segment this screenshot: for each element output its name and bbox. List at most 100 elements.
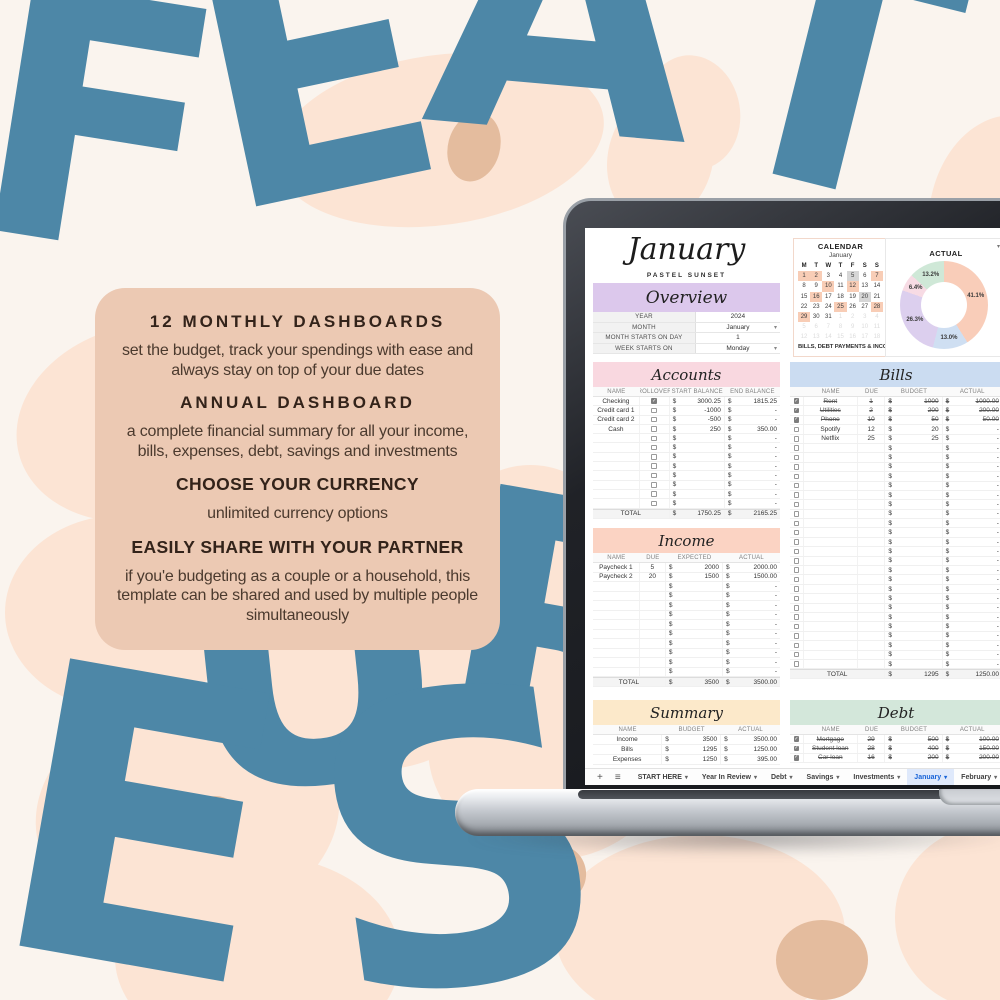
sheet-tab-january[interactable]: January ▾ <box>907 768 955 785</box>
due-day[interactable] <box>858 528 886 537</box>
checkbox-cell[interactable]: ✓ <box>790 753 804 763</box>
money-cell[interactable]: $ - <box>723 582 780 591</box>
item-name[interactable]: Rent <box>804 397 858 406</box>
due-day[interactable] <box>640 658 666 667</box>
checkbox-cell[interactable] <box>790 622 804 631</box>
money-cell[interactable]: $ <box>670 443 725 452</box>
checkbox-checked-icon[interactable]: ✓ <box>793 397 800 404</box>
due-day[interactable] <box>858 594 886 603</box>
money-cell[interactable]: $ <box>885 481 943 490</box>
item-name[interactable] <box>804 519 858 528</box>
income-name[interactable] <box>593 658 640 667</box>
checkbox-unchecked-icon[interactable] <box>651 491 657 497</box>
money-cell[interactable]: $ - <box>943 557 1000 565</box>
item-name[interactable] <box>804 641 858 650</box>
checkbox-cell[interactable] <box>790 575 804 584</box>
sheet-tab-start-here[interactable]: START HERE ▾ <box>631 769 695 786</box>
checkbox-cell[interactable] <box>640 480 670 489</box>
account-name[interactable] <box>593 471 640 480</box>
checkbox-unchecked-icon[interactable] <box>651 463 657 469</box>
due-day[interactable] <box>858 509 886 519</box>
checkbox-unchecked-icon[interactable] <box>793 436 800 442</box>
money-cell[interactable]: $ - <box>943 453 1000 461</box>
money-cell[interactable]: $ - <box>943 510 1000 518</box>
due-day[interactable] <box>858 453 886 462</box>
due-day[interactable] <box>858 622 886 631</box>
money-cell[interactable]: $250 <box>670 424 725 434</box>
money-cell[interactable]: $ <box>885 453 943 462</box>
due-day[interactable] <box>858 612 886 622</box>
money-cell[interactable]: $ - <box>943 435 1000 443</box>
summary-name[interactable]: Expenses <box>593 755 663 764</box>
due-day[interactable] <box>858 472 886 481</box>
money-cell[interactable]: $1500.00 <box>723 573 780 582</box>
checkbox-cell[interactable] <box>640 499 670 508</box>
tab-dropdown-icon[interactable]: ▾ <box>897 774 901 781</box>
money-cell[interactable]: $ - <box>723 658 780 667</box>
money-cell[interactable]: $ <box>885 462 943 472</box>
checkbox-cell[interactable] <box>640 462 670 471</box>
money-cell[interactable]: $ <box>670 462 725 471</box>
money-cell[interactable]: $ <box>670 471 725 480</box>
item-name[interactable] <box>804 443 858 453</box>
checkbox-cell[interactable] <box>790 509 804 519</box>
checkbox-unchecked-icon[interactable] <box>651 454 657 460</box>
checkbox-cell[interactable] <box>790 537 804 547</box>
checkbox-cell[interactable] <box>790 547 804 556</box>
tab-dropdown-icon[interactable]: ▾ <box>753 774 757 781</box>
money-cell[interactable]: $ <box>885 622 943 631</box>
money-cell[interactable]: $2165.25 <box>725 510 780 518</box>
due-day[interactable] <box>858 462 886 472</box>
money-cell[interactable]: $ <box>885 472 943 481</box>
income-name[interactable] <box>593 582 640 591</box>
checkbox-unchecked-icon[interactable] <box>793 558 800 564</box>
checkbox-cell[interactable] <box>790 594 804 603</box>
checkbox-cell[interactable] <box>790 443 804 453</box>
checkbox-cell[interactable] <box>790 462 804 472</box>
item-name[interactable] <box>804 547 858 556</box>
money-cell[interactable]: $ - <box>943 547 1000 555</box>
checkbox-cell[interactable]: ✓ <box>790 744 804 753</box>
due-day[interactable]: 10 <box>858 415 886 425</box>
money-cell[interactable]: $ - <box>725 499 780 507</box>
account-name[interactable]: Credit card 2 <box>593 415 640 424</box>
money-cell[interactable]: $ <box>885 594 943 603</box>
money-cell[interactable]: $ <box>666 591 723 600</box>
overview-value-cell[interactable]: Monday ▾ <box>696 344 780 354</box>
chart-dropdown-icon[interactable]: ▾ <box>996 244 1000 250</box>
item-name[interactable] <box>804 509 858 519</box>
money-cell[interactable]: $ - <box>943 622 1000 630</box>
checkbox-unchecked-icon[interactable] <box>793 586 800 592</box>
money-cell[interactable]: $ - <box>943 425 1000 433</box>
checkbox-unchecked-icon[interactable] <box>793 548 800 555</box>
due-day[interactable] <box>640 591 666 600</box>
money-cell[interactable]: $1250.00 <box>943 670 1000 678</box>
due-day[interactable] <box>858 603 886 612</box>
money-cell[interactable]: $ <box>666 667 723 676</box>
money-cell[interactable]: $ - <box>725 462 780 470</box>
item-name[interactable] <box>804 556 858 566</box>
money-cell[interactable]: $ - <box>943 575 1000 583</box>
money-cell[interactable]: $ - <box>943 444 1000 452</box>
money-cell[interactable]: $3500 <box>662 735 722 744</box>
income-name[interactable] <box>593 629 640 638</box>
money-cell[interactable]: $ <box>666 639 723 648</box>
money-cell[interactable]: $ <box>885 612 943 622</box>
money-cell[interactable]: $1750.25 <box>670 509 725 518</box>
checkbox-cell[interactable] <box>790 584 804 594</box>
money-cell[interactable]: $ <box>885 556 943 566</box>
tab-dropdown-icon[interactable]: ▾ <box>684 774 688 781</box>
checkbox-unchecked-icon[interactable] <box>793 642 800 649</box>
checkbox-cell[interactable] <box>640 489 670 499</box>
account-name[interactable] <box>593 480 640 489</box>
money-cell[interactable]: $ <box>670 489 725 499</box>
money-cell[interactable]: $ <box>885 443 943 453</box>
item-name[interactable]: Car loan <box>804 753 858 763</box>
checkbox-cell[interactable] <box>790 528 804 537</box>
money-cell[interactable]: $ <box>666 629 723 638</box>
account-name[interactable]: Credit card 1 <box>593 406 640 415</box>
item-name[interactable] <box>804 575 858 584</box>
money-cell[interactable]: $395.00 <box>721 755 780 764</box>
income-name[interactable]: Paycheck 1 <box>593 563 640 572</box>
due-day[interactable] <box>640 639 666 648</box>
